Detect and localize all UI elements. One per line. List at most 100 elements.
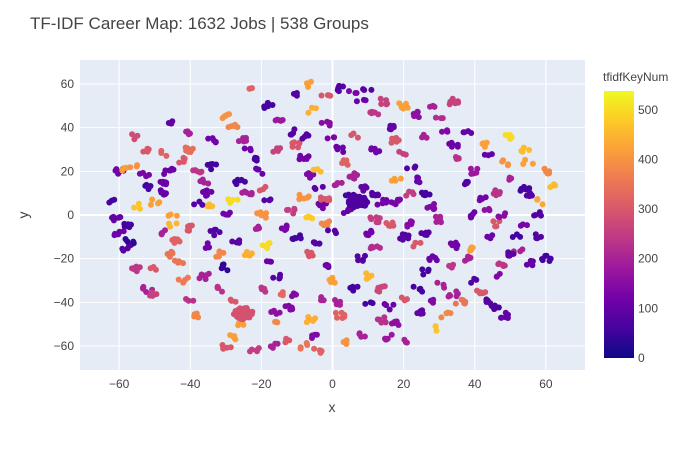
data-point xyxy=(291,205,298,212)
data-point xyxy=(223,211,229,218)
data-point xyxy=(460,129,467,136)
data-point xyxy=(312,186,319,192)
data-point xyxy=(318,92,325,99)
data-point xyxy=(449,95,456,102)
data-point xyxy=(352,90,359,96)
data-point xyxy=(399,231,406,238)
data-point xyxy=(453,245,460,252)
data-point xyxy=(220,345,227,352)
data-point xyxy=(387,223,393,229)
colorbar-tick-label: 400 xyxy=(638,152,658,166)
data-point xyxy=(388,139,395,146)
data-point xyxy=(133,163,140,170)
data-point xyxy=(431,201,437,207)
data-point xyxy=(517,248,524,255)
data-point xyxy=(297,152,304,159)
data-point xyxy=(349,283,356,290)
data-point xyxy=(313,331,320,338)
data-point xyxy=(261,103,268,110)
data-point xyxy=(493,273,500,280)
data-point xyxy=(175,259,182,266)
x-tick-label: 40 xyxy=(468,377,482,391)
data-point xyxy=(140,148,147,155)
data-point xyxy=(310,171,317,178)
data-point xyxy=(241,145,248,152)
data-point xyxy=(279,289,286,296)
data-point xyxy=(363,184,370,191)
data-point xyxy=(391,320,398,326)
data-point xyxy=(367,109,374,116)
data-point xyxy=(173,212,180,219)
data-point xyxy=(278,225,285,232)
data-point xyxy=(248,191,255,198)
data-point xyxy=(502,210,509,217)
data-point xyxy=(180,154,187,161)
data-point xyxy=(404,165,410,172)
y-axis-title: y xyxy=(15,212,31,219)
data-point xyxy=(285,302,292,309)
data-point xyxy=(325,262,332,269)
data-point xyxy=(326,122,333,129)
data-point xyxy=(311,239,318,246)
data-point xyxy=(430,206,437,213)
data-point xyxy=(318,348,325,354)
data-point xyxy=(297,344,304,351)
data-point xyxy=(425,268,432,275)
data-point xyxy=(361,333,368,340)
x-tick-label: −40 xyxy=(180,377,201,391)
data-point xyxy=(534,196,541,202)
data-point xyxy=(371,109,378,116)
data-point xyxy=(248,346,255,353)
data-point xyxy=(311,345,318,352)
data-point xyxy=(388,177,395,184)
y-tick-label: 40 xyxy=(61,121,75,135)
data-point xyxy=(219,288,225,295)
data-point xyxy=(296,196,303,203)
data-point xyxy=(426,191,433,198)
data-point xyxy=(426,255,433,262)
data-point xyxy=(528,191,535,198)
data-point xyxy=(191,201,198,208)
data-point xyxy=(205,203,212,210)
data-point xyxy=(255,166,262,173)
data-point xyxy=(295,144,302,151)
data-point xyxy=(510,250,517,257)
data-point xyxy=(339,144,346,151)
data-point xyxy=(276,274,283,281)
data-point xyxy=(195,314,202,321)
data-point xyxy=(390,301,397,308)
data-point xyxy=(348,194,355,201)
data-point xyxy=(358,202,365,209)
data-point xyxy=(116,229,123,235)
data-point xyxy=(359,256,366,263)
data-point xyxy=(332,297,338,303)
data-point xyxy=(408,221,415,228)
data-point xyxy=(378,101,385,107)
data-point xyxy=(412,239,419,246)
data-point xyxy=(259,170,266,177)
data-point xyxy=(339,160,346,167)
data-point xyxy=(284,207,290,213)
data-point xyxy=(367,299,374,306)
data-point xyxy=(244,248,250,255)
data-point xyxy=(274,340,281,347)
y-tick-label: −20 xyxy=(54,252,75,266)
data-point xyxy=(454,141,461,148)
data-point xyxy=(227,344,234,351)
data-point xyxy=(402,339,409,346)
data-point xyxy=(309,335,315,341)
colorbar-tick-labels: 0 100 200 300 400 500 xyxy=(638,103,658,365)
data-point xyxy=(334,146,341,153)
data-point xyxy=(198,271,205,278)
data-point xyxy=(383,197,390,203)
data-point xyxy=(124,238,131,245)
data-point xyxy=(432,213,439,220)
data-point xyxy=(269,344,276,351)
data-point xyxy=(113,166,120,173)
data-point xyxy=(376,316,383,323)
data-point xyxy=(397,175,404,182)
data-point xyxy=(324,92,331,99)
data-point xyxy=(505,161,511,168)
data-point xyxy=(309,215,316,222)
data-point xyxy=(309,252,316,259)
